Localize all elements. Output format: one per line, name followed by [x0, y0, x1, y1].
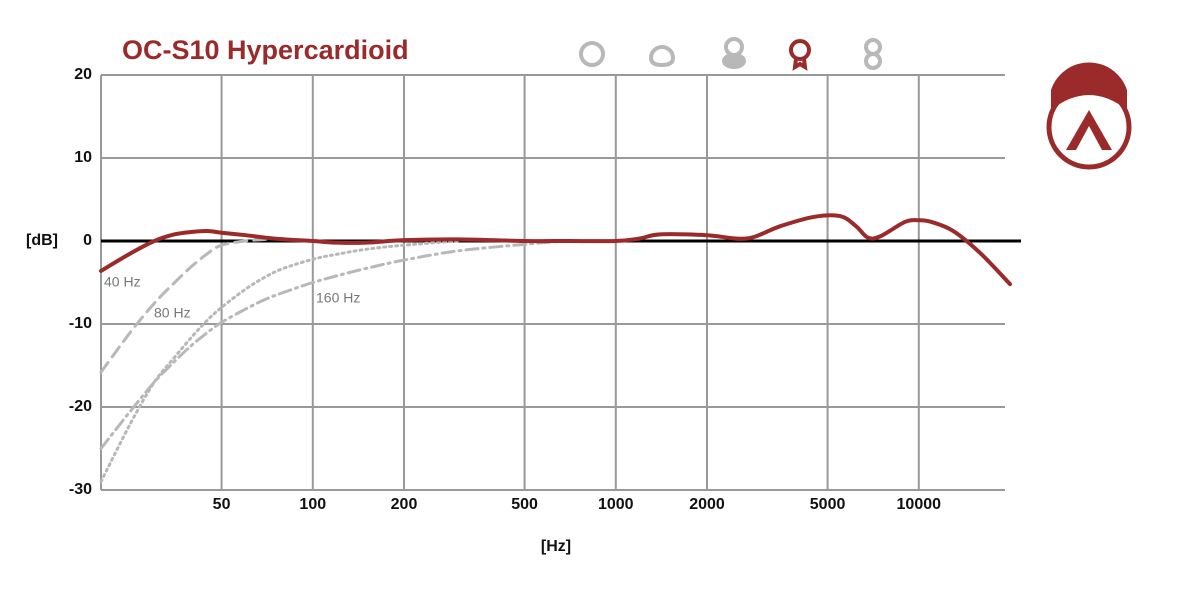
x-tick-label: 1000	[598, 496, 634, 513]
x-tick-label: 50	[213, 496, 231, 513]
series-line	[99, 239, 618, 450]
x-tick-label: 200	[391, 496, 418, 513]
series-label: 80 Hz	[154, 305, 191, 321]
x-axis-label: [Hz]	[541, 538, 571, 555]
series-line	[99, 213, 1012, 287]
omni-icon	[579, 41, 605, 67]
y-tick-label: 10	[74, 149, 92, 166]
figure8-icon	[864, 38, 882, 70]
hypercardioid-icon	[789, 39, 811, 71]
y-tick-label: 20	[74, 66, 92, 83]
subcardioid-icon	[648, 45, 676, 68]
series-label: 40 Hz	[104, 274, 141, 290]
pattern-icons	[579, 37, 882, 71]
y-tick-label: 0	[83, 232, 92, 249]
series-line	[99, 237, 285, 374]
chart-title: OC-S10 Hypercardioid	[122, 35, 409, 65]
x-tick-label: 10000	[897, 496, 942, 513]
cardioid-icon	[722, 37, 746, 69]
series-label: 160 Hz	[316, 290, 360, 306]
logo	[1046, 62, 1132, 170]
y-tick-label: -20	[69, 398, 92, 415]
y-axis-label: [dB]	[26, 232, 58, 249]
y-tick-label: -10	[69, 315, 92, 332]
x-tick-label: 100	[299, 496, 326, 513]
x-tick-label: 2000	[689, 496, 725, 513]
x-tick-label: 5000	[810, 496, 846, 513]
x-tick-label: 500	[511, 496, 538, 513]
y-tick-label: -30	[69, 481, 92, 498]
